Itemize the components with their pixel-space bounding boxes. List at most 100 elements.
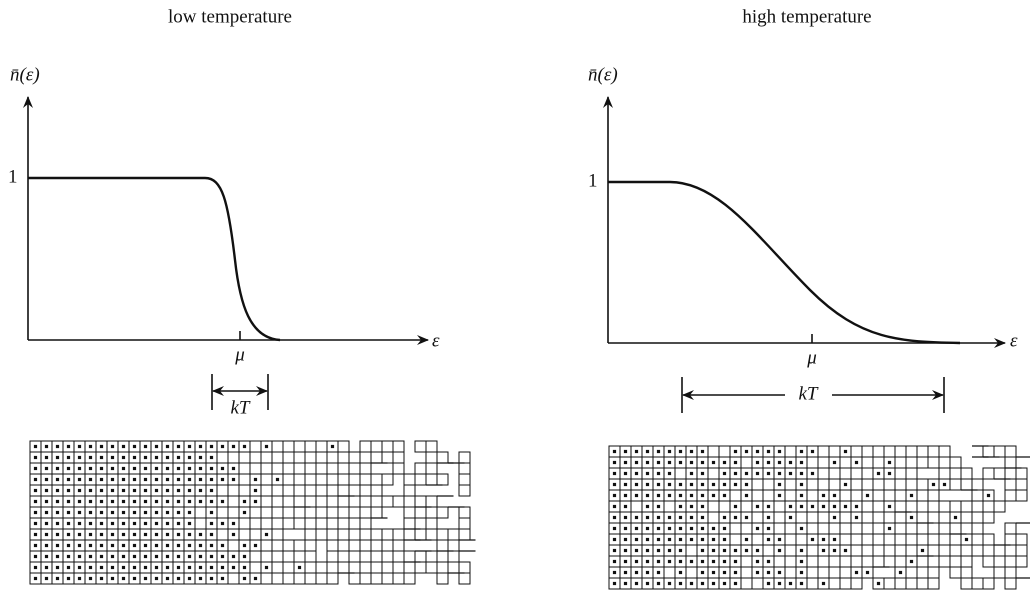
particle (264, 444, 269, 449)
particle (198, 576, 203, 581)
particle (755, 570, 760, 575)
particle (766, 526, 771, 531)
particle (788, 515, 793, 520)
particle (143, 543, 148, 548)
state-cell (227, 484, 240, 497)
state-cell (872, 522, 885, 535)
particle (722, 482, 727, 487)
particle (733, 559, 738, 564)
state-cell (227, 495, 240, 508)
particle (722, 548, 727, 553)
particle (77, 488, 82, 493)
particle (634, 526, 639, 531)
state-cell (216, 506, 229, 519)
particle (898, 570, 903, 575)
state-cell (293, 451, 306, 464)
particle (176, 565, 181, 570)
state-cell (894, 533, 907, 546)
state-cell (337, 528, 350, 541)
state-cell (993, 467, 1006, 480)
state-cell (795, 533, 808, 546)
state-cell (381, 528, 394, 541)
state-cell (425, 506, 438, 519)
particle (154, 543, 159, 548)
state-cell (392, 495, 405, 508)
particle (198, 532, 203, 537)
state-cell (381, 561, 394, 574)
state-cell (762, 489, 775, 502)
particle (634, 570, 639, 575)
particle (77, 499, 82, 504)
particle (623, 493, 628, 498)
state-cell (784, 533, 797, 546)
particle (143, 455, 148, 460)
particle (711, 548, 716, 553)
state-cell (326, 451, 339, 464)
state-cell (326, 550, 339, 563)
particle (242, 510, 247, 515)
particle (176, 455, 181, 460)
state-grids (29, 440, 1030, 590)
state-cell (458, 462, 471, 475)
state-cell (927, 456, 940, 469)
particle (920, 548, 925, 553)
particle (766, 581, 771, 586)
particle (755, 460, 760, 465)
state-cell (348, 473, 361, 486)
state-cell (304, 506, 317, 519)
particle (44, 554, 49, 559)
state-cell (458, 517, 471, 530)
state-cell (707, 511, 720, 524)
particle (154, 554, 159, 559)
particle (66, 543, 71, 548)
state-cell (392, 462, 405, 475)
particle (154, 477, 159, 482)
particle (788, 460, 793, 465)
state-cell (337, 451, 350, 464)
particle (656, 570, 661, 575)
state-cell (414, 517, 427, 530)
particle (55, 521, 60, 526)
particle (253, 488, 258, 493)
state-cell (436, 506, 449, 519)
state-cell (850, 478, 863, 491)
state-cell (971, 522, 984, 535)
particle (33, 532, 38, 537)
particle (77, 444, 82, 449)
particle (722, 460, 727, 465)
state-cell (282, 495, 295, 508)
mu-label: μ (806, 347, 817, 368)
state-cell (850, 489, 863, 502)
state-cell (850, 533, 863, 546)
particle (143, 499, 148, 504)
state-cell (282, 572, 295, 585)
particle (66, 565, 71, 570)
state-cell (359, 528, 372, 541)
particle (55, 455, 60, 460)
particle (854, 515, 859, 520)
state-cell (403, 506, 416, 519)
particle (700, 460, 705, 465)
state-cell (839, 511, 852, 524)
state-cell (304, 451, 317, 464)
state-cell (993, 566, 1006, 579)
particle (77, 455, 82, 460)
particle (154, 499, 159, 504)
particle (88, 444, 93, 449)
state-cell (403, 495, 416, 508)
particle (110, 499, 115, 504)
state-cell (326, 484, 339, 497)
state-cell (315, 495, 328, 508)
state-cell (938, 467, 951, 480)
state-cell (392, 572, 405, 585)
state-cell (949, 478, 962, 491)
particle (766, 449, 771, 454)
state-cell (839, 489, 852, 502)
particle (689, 559, 694, 564)
particle (832, 515, 837, 520)
state-cell (304, 528, 317, 541)
particle (220, 543, 225, 548)
particle (623, 526, 628, 531)
state-cell (359, 495, 372, 508)
state-cell (938, 445, 951, 458)
